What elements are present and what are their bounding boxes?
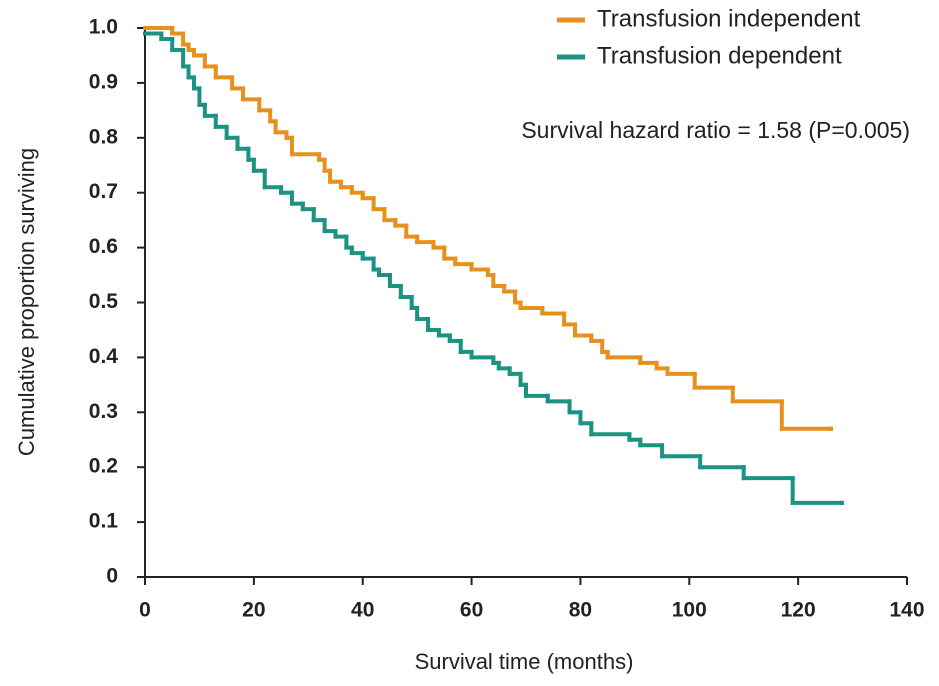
- y-tick-label: 0.5: [89, 290, 119, 313]
- legend-label: Transfusion dependent: [597, 42, 842, 69]
- y-tick-label: 0.3: [89, 400, 118, 423]
- y-tick-label: 0.1: [89, 510, 119, 533]
- annotation: Survival hazard ratio = 1.58 (P=0.005): [521, 117, 910, 143]
- y-tick-label: 0.8: [89, 125, 119, 148]
- x-tick-label: 20: [242, 599, 265, 622]
- y-tick-label: 0.7: [89, 180, 118, 203]
- x-tick-label: 40: [351, 599, 374, 622]
- y-tick-label: 0.2: [89, 455, 118, 478]
- y-tick-label: 1.0: [89, 16, 118, 39]
- x-tick-label: 140: [889, 599, 924, 622]
- y-tick-label: 0.6: [89, 235, 118, 258]
- x-axis-label: Survival time (months): [415, 649, 634, 674]
- legend-label: Transfusion independent: [597, 5, 861, 32]
- y-tick-label: 0.9: [89, 70, 118, 93]
- y-tick-label: 0.4: [89, 345, 119, 368]
- x-tick-label: 100: [672, 599, 707, 622]
- x-tick-label: 120: [781, 599, 816, 622]
- y-tick-label: 0: [106, 565, 118, 588]
- x-tick-label: 60: [460, 599, 483, 622]
- y-axis-label: Cumulative proportion surviving: [14, 148, 39, 456]
- x-tick-label: 0: [139, 599, 151, 622]
- x-tick-label: 80: [569, 599, 592, 622]
